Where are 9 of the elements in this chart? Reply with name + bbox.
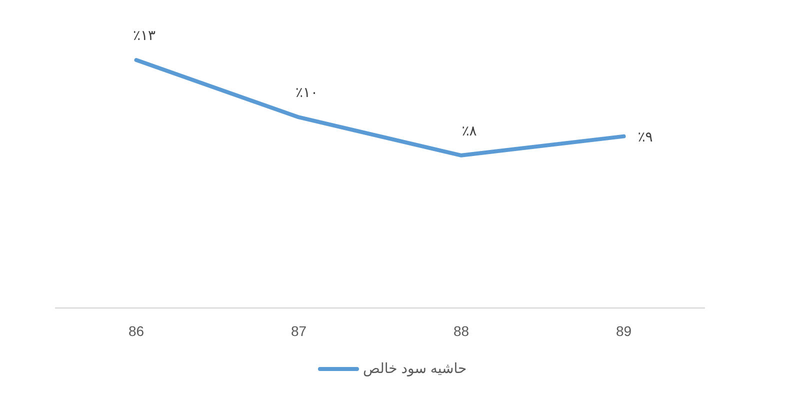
data-label: ٪۱۳ xyxy=(132,27,156,43)
x-tick-label: 86 xyxy=(128,323,144,339)
data-label: ٪۸ xyxy=(462,122,478,138)
x-tick-label: 88 xyxy=(453,323,470,339)
x-tick-label: 89 xyxy=(616,323,632,339)
data-label: ٪۹ xyxy=(638,128,653,144)
legend-label: حاشیه سود خالص xyxy=(363,360,467,377)
data-label: ٪۱۰ xyxy=(295,84,318,100)
x-tick-label: 87 xyxy=(290,323,307,339)
